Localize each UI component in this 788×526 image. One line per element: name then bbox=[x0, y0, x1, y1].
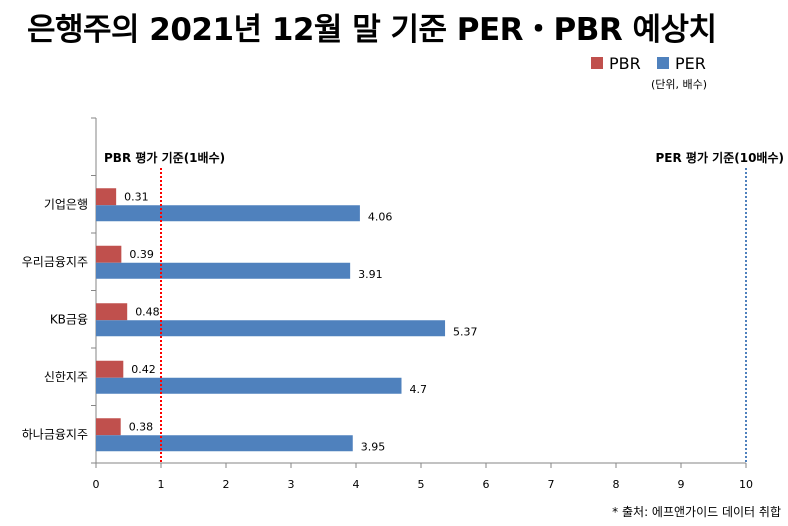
bar-per bbox=[96, 320, 446, 337]
chart-title: 은행주의 2021년 12월 말 기준 PER・PBR 예상치 bbox=[27, 12, 717, 48]
legend-swatch-pbr bbox=[591, 57, 603, 69]
data-label-per: 3.95 bbox=[361, 440, 386, 453]
data-label-pbr: 0.39 bbox=[129, 248, 154, 261]
legend-label-pbr: PBR bbox=[609, 54, 641, 73]
x-tick-label: 10 bbox=[739, 478, 753, 491]
source-note: * 출처: 에프앤가이드 데이터 취합 bbox=[612, 505, 781, 519]
x-tick-label: 9 bbox=[678, 478, 685, 491]
bar-pbr bbox=[96, 418, 121, 436]
bar-per bbox=[96, 435, 353, 452]
x-tick-label: 8 bbox=[613, 478, 620, 491]
category-label: KB금융 bbox=[50, 312, 88, 326]
x-tick-label: 4 bbox=[353, 478, 360, 491]
reference-label: PBR 평가 기준(1배수) bbox=[104, 150, 225, 165]
reference-label: PER 평가 기준(10배수) bbox=[656, 150, 785, 165]
data-label-per: 4.06 bbox=[368, 210, 393, 223]
bar-pbr bbox=[96, 188, 117, 206]
bar-pbr bbox=[96, 360, 124, 378]
legend: PBR PER (단위, 배수) bbox=[591, 54, 707, 91]
x-tick-label: 3 bbox=[288, 478, 295, 491]
data-label-pbr: 0.48 bbox=[135, 305, 160, 318]
bar-per bbox=[96, 205, 360, 222]
data-label-per: 4.7 bbox=[410, 383, 428, 396]
x-tick-label: 1 bbox=[158, 478, 165, 491]
category-label: 우리금융지주 bbox=[22, 255, 88, 269]
x-tick-label: 6 bbox=[483, 478, 490, 491]
x-tick-label: 2 bbox=[223, 478, 230, 491]
data-label-pbr: 0.31 bbox=[124, 190, 148, 203]
category-label: 하나금융지주 bbox=[22, 427, 88, 441]
bar-pbr bbox=[96, 303, 128, 321]
category-label: 기업은행 bbox=[44, 196, 88, 211]
data-label-per: 3.91 bbox=[358, 268, 383, 281]
data-label-per: 5.37 bbox=[453, 325, 478, 338]
data-label-pbr: 0.42 bbox=[131, 363, 156, 376]
unit-note: (단위, 배수) bbox=[651, 78, 707, 91]
category-label: 신한지주 bbox=[44, 370, 88, 384]
x-tick-label: 0 bbox=[93, 478, 100, 491]
bar-per bbox=[96, 377, 402, 394]
bar-pbr bbox=[96, 245, 122, 263]
data-label-pbr: 0.38 bbox=[129, 420, 154, 433]
legend-swatch-per bbox=[657, 57, 669, 69]
bar-per bbox=[96, 262, 351, 279]
legend-label-per: PER bbox=[675, 54, 706, 73]
x-tick-label: 7 bbox=[548, 478, 555, 491]
x-tick-label: 5 bbox=[418, 478, 425, 491]
